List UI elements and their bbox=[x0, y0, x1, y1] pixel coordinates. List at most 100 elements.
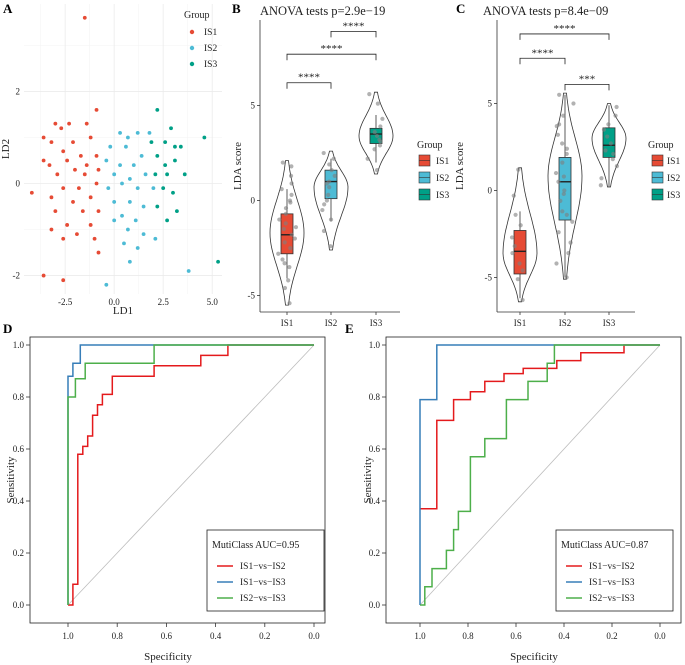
scatter-point-is1 bbox=[76, 186, 81, 191]
scatter-point-is1 bbox=[29, 190, 34, 195]
jitter-point-is3 bbox=[605, 134, 610, 139]
scatter-point-is3 bbox=[169, 126, 173, 131]
panel-e-diagonal bbox=[419, 344, 661, 606]
jitter-point-is2 bbox=[568, 240, 573, 245]
scatter-point-is2 bbox=[153, 236, 158, 241]
jitter-point-is2 bbox=[332, 173, 337, 178]
panel-label-d: D bbox=[3, 321, 12, 336]
panel-e-frame bbox=[385, 336, 682, 624]
xtick-label-is1: IS1 bbox=[514, 318, 527, 328]
panel-e-legend: MutiClass AUC=0.87 IS1−vs−IS2 IS1−vs−IS3… bbox=[555, 529, 674, 612]
roc-curve-3 bbox=[67, 344, 314, 605]
comparison-bracket bbox=[564, 83, 610, 91]
jitter-point-is3 bbox=[372, 130, 377, 135]
panel-a-ytick-label: -2 bbox=[13, 271, 21, 281]
panel-c-title: ANOVA tests p=8.4e−09 bbox=[483, 4, 608, 18]
xtick-label: 0.0 bbox=[308, 631, 320, 641]
jitter-point-is2 bbox=[331, 156, 336, 161]
jitter-point-is3 bbox=[611, 151, 616, 157]
xtick-label: 0.8 bbox=[462, 631, 474, 641]
jitter-point-is3 bbox=[380, 116, 385, 121]
panel-a-points bbox=[29, 15, 220, 287]
jitter-point-is1 bbox=[512, 244, 517, 249]
jitter-point-is2 bbox=[564, 275, 569, 280]
comparison-bracket bbox=[519, 57, 566, 65]
scatter-point-is3 bbox=[153, 172, 158, 177]
jitter-point-is1 bbox=[282, 240, 287, 245]
panel-d-y-ticks: 0.0 0.2 0.4 0.6 0.8 1.0 bbox=[13, 340, 30, 610]
jitter-point-is1 bbox=[289, 232, 294, 237]
xtick-label: 0.6 bbox=[161, 631, 173, 641]
jitter-point-is1 bbox=[282, 261, 287, 266]
panel-a-legend-key-is1 bbox=[189, 29, 195, 35]
xtick-label-is2: IS2 bbox=[325, 318, 338, 328]
panel-d-roc: 1.0 0.8 0.6 0.4 0.2 0.0 0.0 0.2 0.4 0.6 0.8 1.0 Sp… bbox=[5, 336, 326, 663]
comparison-stars: **** bbox=[321, 43, 343, 55]
scatter-point-is2 bbox=[141, 232, 146, 237]
scatter-point-is2 bbox=[151, 186, 156, 191]
comparison-bracket bbox=[330, 31, 377, 38]
jitter-point-is2 bbox=[324, 181, 329, 186]
scatter-point-is3 bbox=[173, 144, 177, 149]
jitter-point-is2 bbox=[553, 170, 559, 176]
jitter-point-is3 bbox=[599, 176, 604, 181]
jitter-point-is2 bbox=[560, 141, 565, 146]
panel-b-title: ANOVA tests p=2.9e−19 bbox=[260, 4, 385, 18]
jitter-point-is2 bbox=[561, 174, 566, 179]
jitter-point-is1 bbox=[277, 217, 282, 222]
ytick-label: 1.0 bbox=[13, 340, 25, 350]
panel-c-comparisons: *********** bbox=[519, 23, 610, 91]
panel-b-comparisons: ************ bbox=[286, 20, 377, 89]
scatter-point-is1 bbox=[47, 163, 52, 168]
ytick-label: 0.8 bbox=[369, 392, 381, 402]
scatter-point-is2 bbox=[126, 227, 130, 232]
scatter-point-is1 bbox=[82, 172, 87, 177]
jitter-point-is1 bbox=[289, 192, 294, 197]
xtick-label: 0.8 bbox=[112, 631, 124, 641]
panel-label-e: E bbox=[345, 321, 354, 336]
scatter-point-is3 bbox=[178, 144, 183, 149]
scatter-point-is2 bbox=[127, 200, 132, 204]
jitter-point-is3 bbox=[601, 127, 607, 132]
panel-a-background bbox=[24, 4, 222, 294]
scatter-point-is3 bbox=[161, 186, 166, 191]
jitter-point-is1 bbox=[288, 245, 293, 251]
jitter-point-is2 bbox=[562, 188, 567, 193]
scatter-point-is1 bbox=[88, 195, 93, 200]
jitter-point-is1 bbox=[283, 206, 289, 211]
ytick-label: 0.4 bbox=[369, 496, 381, 506]
jitter-point-is1 bbox=[286, 278, 291, 283]
ytick-label: -5 bbox=[248, 291, 256, 301]
scatter-point-is2 bbox=[126, 135, 130, 140]
jitter-point-is2 bbox=[561, 113, 566, 118]
panel-c-legend-label-is1: IS1 bbox=[667, 157, 680, 167]
jitter-point-is1 bbox=[281, 226, 286, 232]
scatter-point-is2 bbox=[141, 204, 146, 209]
scatter-point-is1 bbox=[84, 121, 89, 126]
jitter-point-is2 bbox=[564, 146, 570, 151]
comparison-stars: **** bbox=[554, 23, 576, 35]
scatter-point-is2 bbox=[133, 218, 138, 223]
panel-b-points bbox=[276, 92, 385, 306]
ytick-label: 5 bbox=[488, 98, 493, 108]
jitter-point-is2 bbox=[326, 192, 331, 197]
ytick-label: 0.6 bbox=[13, 444, 25, 454]
panel-a-legend: Group IS1 IS2 IS3 bbox=[184, 10, 217, 70]
scatter-point-is2 bbox=[135, 186, 140, 191]
scatter-point-is3 bbox=[155, 204, 160, 209]
panel-d-curves bbox=[67, 344, 314, 606]
jitter-point-is1 bbox=[513, 212, 518, 217]
jitter-point-is2 bbox=[560, 209, 565, 214]
scatter-point-is3 bbox=[202, 135, 207, 140]
xtick-label: 0.4 bbox=[558, 631, 570, 641]
scatter-point-is2 bbox=[139, 154, 144, 158]
scatter-point-is1 bbox=[61, 186, 66, 191]
xtick-label: 0.2 bbox=[606, 631, 617, 641]
scatter-point-is1 bbox=[84, 163, 89, 168]
scatter-point-is1 bbox=[53, 209, 58, 214]
comparison-stars: **** bbox=[343, 20, 365, 32]
jitter-point-is3 bbox=[377, 143, 383, 148]
panel-a-xtick-label: -2.5 bbox=[58, 297, 73, 307]
jitter-point-is3 bbox=[614, 164, 619, 169]
scatter-point-is1 bbox=[61, 149, 66, 154]
